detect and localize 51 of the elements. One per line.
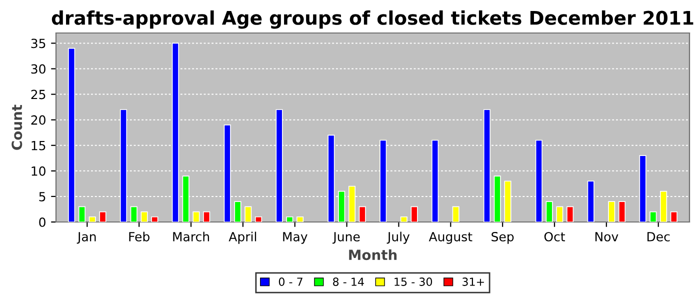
x-tick-label: Feb xyxy=(129,232,150,242)
bar xyxy=(296,216,304,222)
y-tick-label: 5 xyxy=(39,192,46,202)
bar xyxy=(608,201,616,222)
chart-title: drafts-approval Age groups of closed tickets December 2011 xyxy=(52,10,694,29)
bar xyxy=(140,211,148,222)
bar xyxy=(286,216,294,222)
bar xyxy=(556,206,564,222)
bar xyxy=(254,216,262,222)
bar xyxy=(130,206,138,222)
y-tick-label: 25 xyxy=(31,90,46,100)
bar xyxy=(546,201,553,222)
legend-label: 0 - 7 xyxy=(278,278,302,286)
x-tick-label: July xyxy=(386,232,410,244)
y-tick-label: 0 xyxy=(39,217,46,227)
x-tick-label: Oct xyxy=(544,232,565,242)
bar xyxy=(650,211,657,222)
bar xyxy=(670,211,678,222)
x-tick-label: Jan xyxy=(76,232,96,244)
y-tick-label: 10 xyxy=(32,166,46,176)
bar xyxy=(88,216,96,222)
x-tick-label: August xyxy=(428,232,472,244)
x-tick-label: March xyxy=(173,232,209,242)
y-tick-label: 35 xyxy=(31,38,46,48)
legend-label: 8 - 14 xyxy=(333,278,364,286)
bar xyxy=(234,201,242,222)
bar xyxy=(566,206,574,222)
bar xyxy=(618,201,626,222)
y-tick-label: 30 xyxy=(31,64,46,74)
bar xyxy=(410,206,418,222)
x-tick-label: Sep xyxy=(492,232,514,244)
bar xyxy=(400,216,408,222)
legend-label: 15 - 30 xyxy=(394,278,432,286)
bar xyxy=(452,206,460,222)
x-tick-label: Nov xyxy=(595,232,618,242)
y-tick-label: 15 xyxy=(32,141,46,150)
bar xyxy=(99,211,106,222)
x-tick-label: Dec xyxy=(647,232,670,242)
legend-label: 31+ xyxy=(462,278,484,286)
y-tick-label: 20 xyxy=(31,115,46,125)
x-tick-label: May xyxy=(283,232,308,244)
bar xyxy=(151,216,158,222)
bar xyxy=(192,211,200,222)
x-tick-label: April xyxy=(228,232,256,244)
bar xyxy=(203,211,210,222)
bar xyxy=(358,206,366,222)
y-axis-title: Count xyxy=(12,104,22,150)
x-tick-label: June xyxy=(332,232,360,244)
bar xyxy=(244,206,252,222)
x-axis-title: Month xyxy=(349,249,397,260)
bar xyxy=(78,206,86,222)
